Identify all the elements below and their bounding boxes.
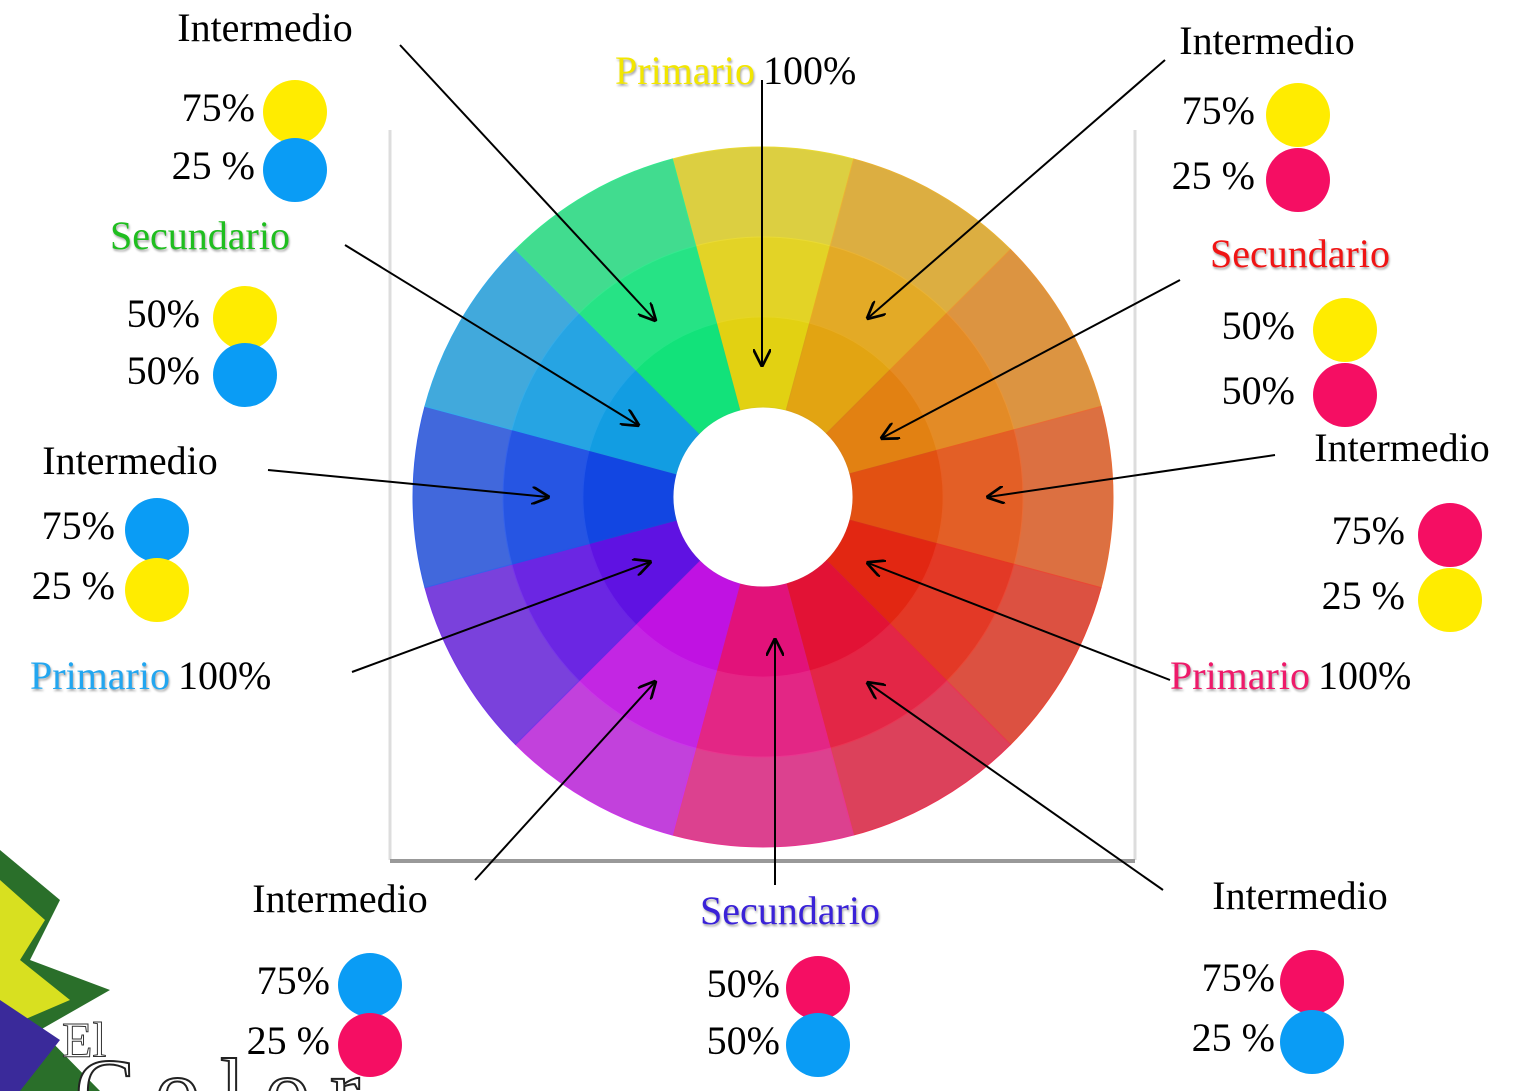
label-title: Intermedio — [42, 438, 218, 483]
color-swatch — [263, 138, 327, 202]
label-title: Secundario — [1210, 231, 1390, 276]
mix-percent: 25 % — [32, 563, 115, 608]
label-title: Intermedio — [252, 876, 428, 921]
title-text: Secundario — [700, 888, 880, 933]
slide: El Color Intermedio75%25 %Primario100%In… — [0, 0, 1534, 1091]
color-swatch — [213, 343, 277, 407]
title-suffix: 100% — [1318, 653, 1411, 698]
mix-percent: 75% — [1182, 88, 1255, 133]
label-title: Secundario — [110, 213, 290, 258]
mix-percent: 50% — [707, 961, 780, 1006]
mix-percent: 75% — [1202, 955, 1275, 1000]
label-title: Intermedio — [1212, 873, 1388, 918]
title-suffix: 100% — [763, 48, 856, 93]
mix-percent: 25 % — [247, 1018, 330, 1063]
title-text: Secundario — [110, 213, 290, 258]
color-swatch — [263, 80, 327, 144]
title-text: Intermedio — [177, 5, 353, 50]
title-text: Primario — [1170, 653, 1310, 698]
mix-percent: 75% — [1332, 508, 1405, 553]
title-text: Intermedio — [1179, 18, 1355, 63]
mix-percent: 75% — [42, 503, 115, 548]
logo-text: Color — [75, 1042, 380, 1091]
color-swatch — [125, 498, 189, 562]
wheel-sector — [672, 748, 853, 847]
mix-percent: 50% — [127, 348, 200, 393]
title-text: Intermedio — [252, 876, 428, 921]
color-swatch — [125, 558, 189, 622]
color-swatch — [1313, 298, 1377, 362]
wheel-sector — [696, 671, 831, 757]
color-swatch — [1418, 503, 1482, 567]
mix-percent: 25 % — [1172, 153, 1255, 198]
label-title: Secundario — [700, 888, 880, 933]
mix-percent: 75% — [182, 85, 255, 130]
label-title: Intermedio — [1314, 425, 1490, 470]
color-swatch — [1266, 148, 1330, 212]
mix-percent: 50% — [127, 291, 200, 336]
mix-percent: 25 % — [1322, 573, 1405, 618]
color-swatch — [786, 1013, 850, 1077]
color-swatch — [338, 1013, 402, 1077]
title-suffix: 100% — [178, 653, 271, 698]
mix-percent: 50% — [1222, 303, 1295, 348]
color-swatch — [338, 953, 402, 1017]
wheel-sector — [1014, 406, 1113, 587]
color-swatch — [1266, 83, 1330, 147]
color-swatch — [1280, 950, 1344, 1014]
title-text: Intermedio — [1212, 873, 1388, 918]
color-swatch — [1280, 1010, 1344, 1074]
color-swatch — [1418, 568, 1482, 632]
label-title: Intermedio — [177, 5, 353, 50]
title-text: Secundario — [1210, 231, 1390, 276]
mix-percent: 50% — [707, 1018, 780, 1063]
color-swatch — [213, 286, 277, 350]
color-swatch — [1313, 363, 1377, 427]
wheel-sector — [413, 406, 512, 587]
mix-percent: 25 % — [172, 143, 255, 188]
mix-percent: 25 % — [1192, 1015, 1275, 1060]
title-text: Primario — [30, 653, 170, 698]
color-swatch — [786, 956, 850, 1020]
mix-percent: 75% — [257, 958, 330, 1003]
wheel-sector — [937, 430, 1023, 565]
title-text: Intermedio — [42, 438, 218, 483]
mix-percent: 50% — [1222, 368, 1295, 413]
label-title: Intermedio — [1179, 18, 1355, 63]
title-text: Intermedio — [1314, 425, 1490, 470]
title-text: Primario — [615, 48, 755, 93]
